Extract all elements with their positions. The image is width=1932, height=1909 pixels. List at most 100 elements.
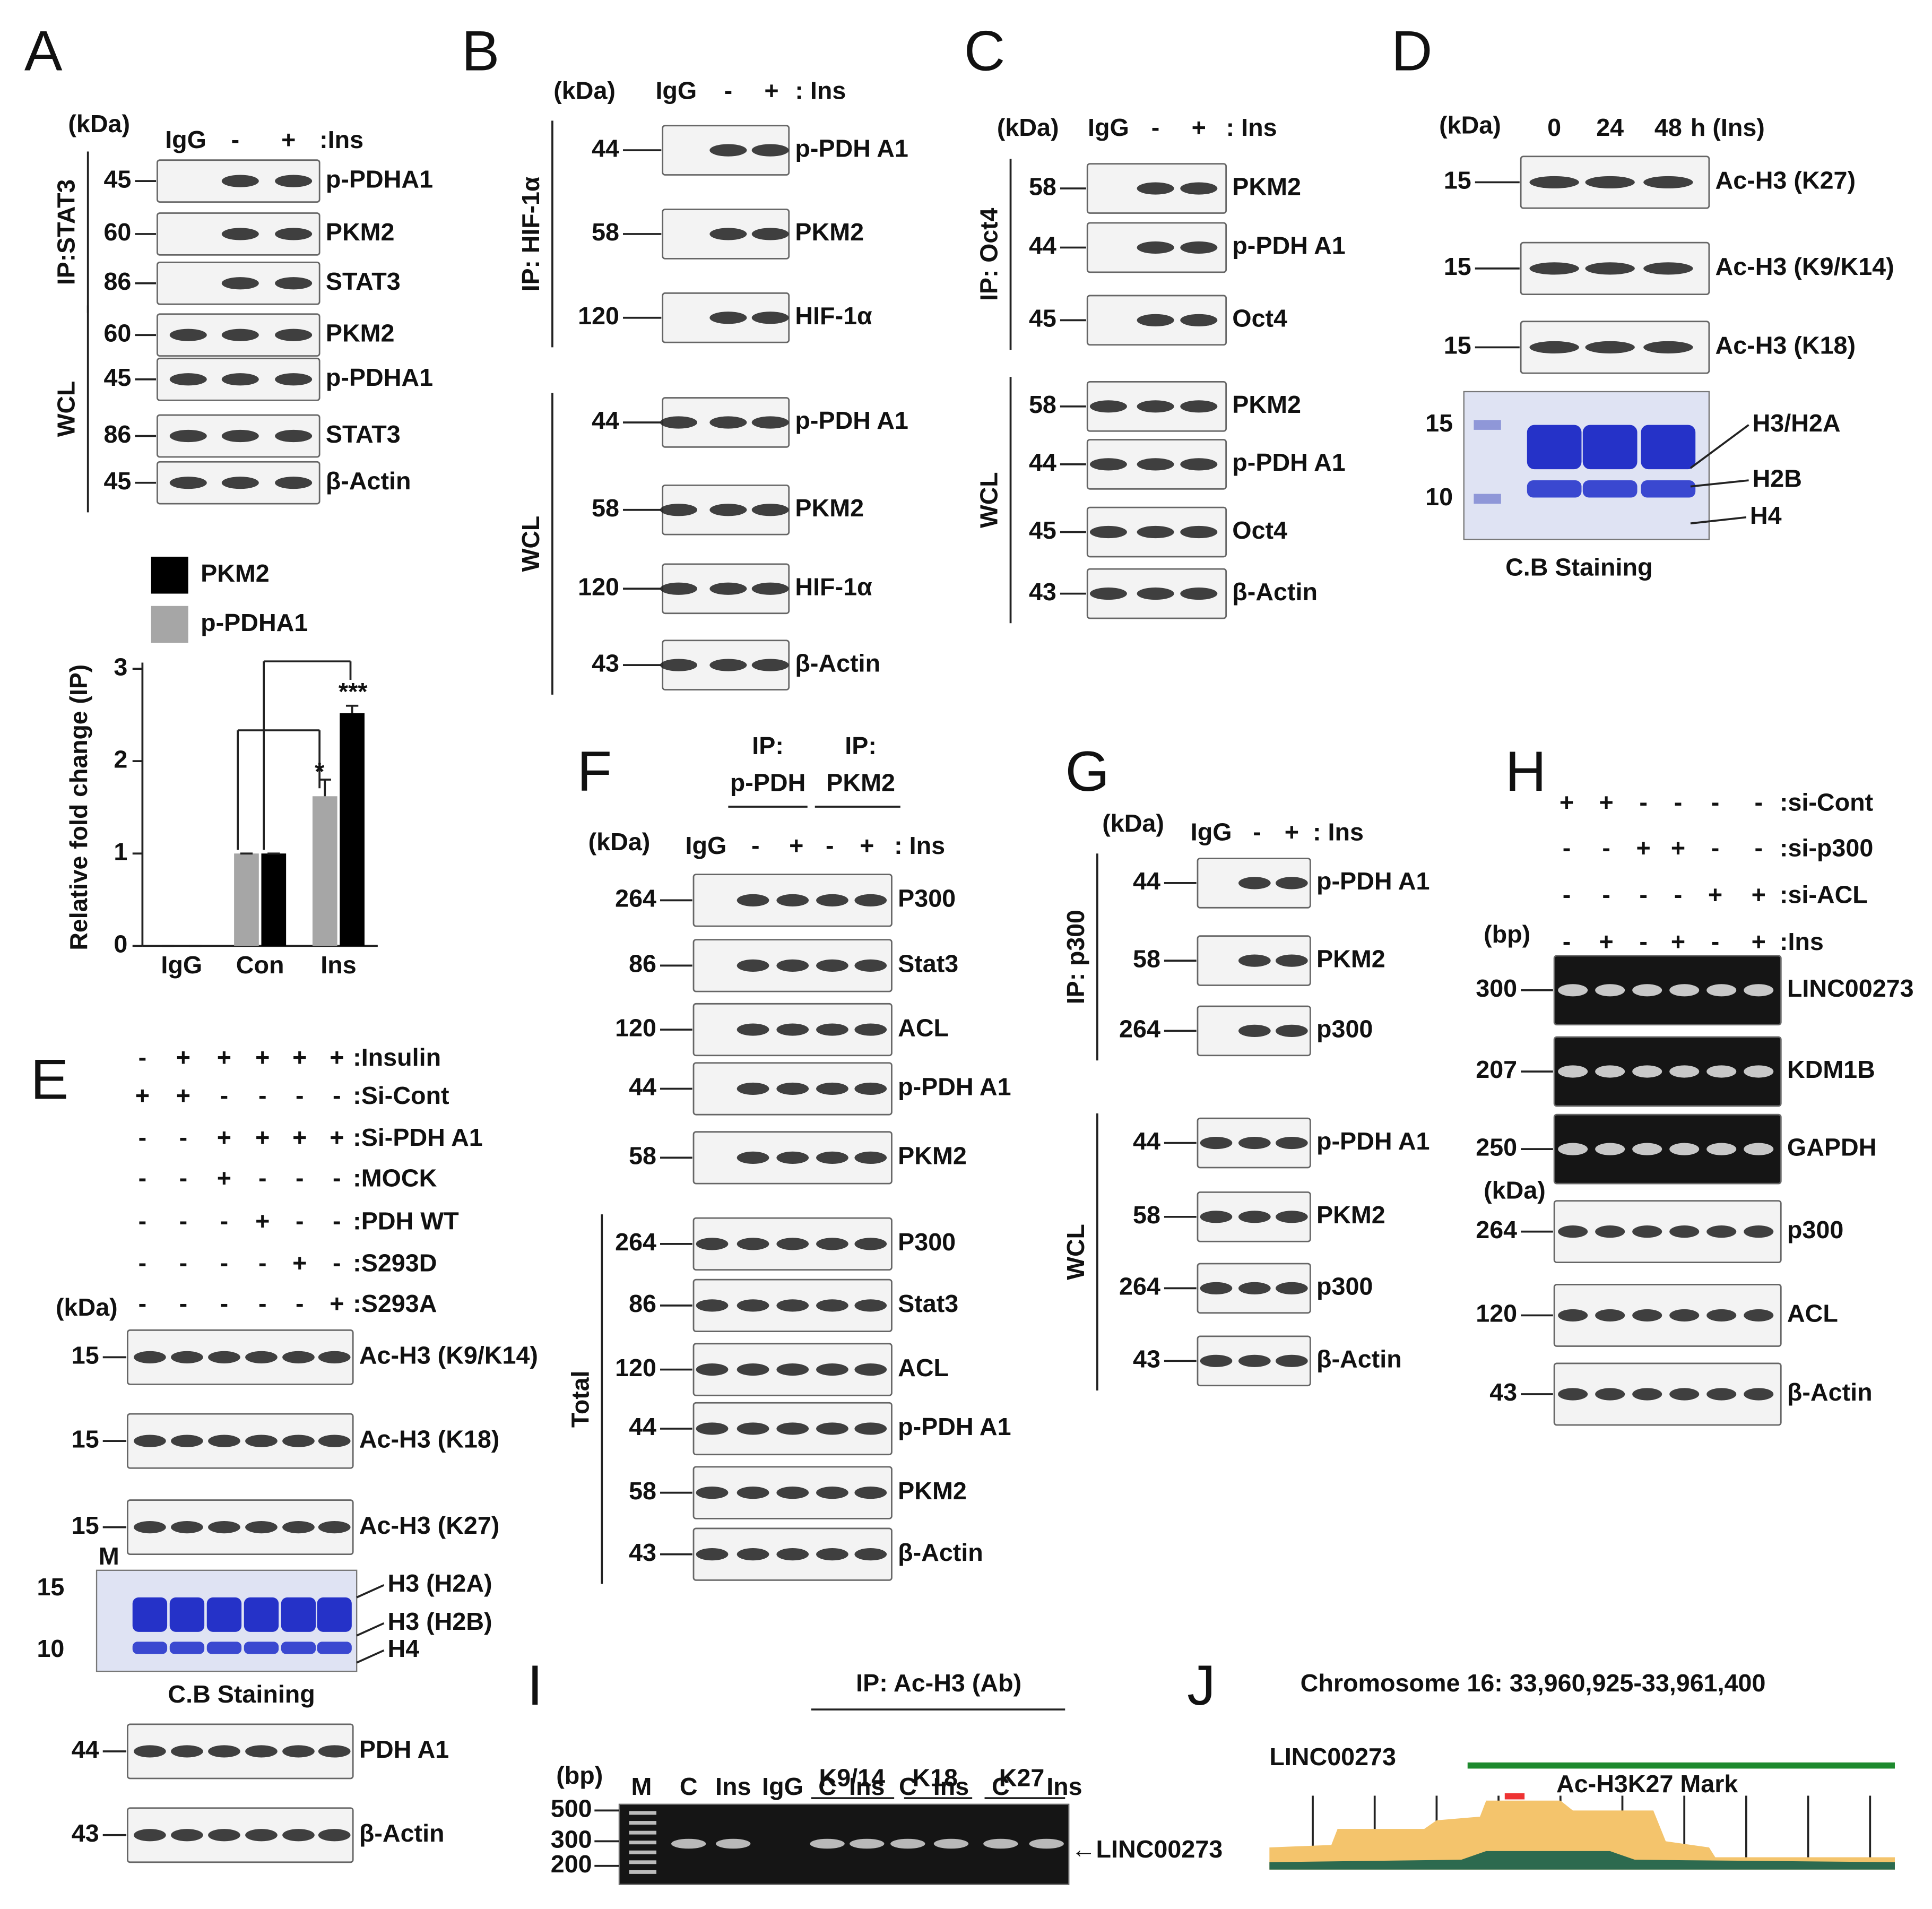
sign: - [258,1082,267,1109]
band [709,416,747,429]
protein-label: β-Actin [1316,1345,1402,1373]
band [1238,954,1271,967]
protein-label: HIF-1α [795,302,872,330]
panel-letter: D [1391,19,1433,83]
protein-label: p300 [1787,1216,1843,1243]
band [776,1363,809,1376]
band [169,329,207,341]
protein-label: Ac-H3 (K18) [1716,332,1856,359]
band [1706,1309,1737,1322]
band [854,1487,887,1499]
sign: - [1639,928,1648,955]
lane-label: + [764,76,778,104]
kda-label: 45 [1029,305,1056,332]
band [816,1363,848,1376]
y-tick-label: 2 [114,746,127,773]
band [134,1829,166,1842]
gel-band [317,1642,352,1654]
x-tick-label: Ins [320,951,356,979]
band [1137,525,1174,539]
band [282,1745,315,1758]
lane-label: - [231,126,240,153]
band [318,1745,351,1758]
protein-label: Stat3 [898,950,958,978]
ip-header: IP: [845,732,877,759]
band [1238,877,1271,889]
kda-label: 44 [592,407,619,434]
band [660,582,698,595]
band [1180,525,1218,539]
gel-band-label: H3 (H2B) [388,1608,492,1635]
sign: - [179,1249,188,1277]
kda-label: 58 [592,218,619,246]
band [134,1521,166,1534]
band [1706,1143,1737,1155]
band [1585,176,1635,189]
band [171,1351,203,1363]
band [696,1363,729,1376]
lane-label: - [751,832,760,859]
sign: - [138,1124,147,1151]
band [1180,182,1218,195]
sign: - [138,1207,147,1235]
kda-label: 60 [103,218,131,246]
band [1180,314,1218,326]
blot [1553,1362,1782,1426]
kda-label: 58 [1029,172,1056,200]
significance: * [315,758,325,785]
band [1744,1143,1774,1155]
sign: - [138,1043,147,1071]
kda-label: 120 [615,1014,656,1041]
gel-band [132,1642,168,1654]
band [208,1521,240,1534]
kda-label: 264 [615,885,656,912]
sign: - [1754,834,1763,862]
kda-label: 15 [1444,253,1471,280]
gel-band-label: H4 [1750,502,1782,529]
sign: + [255,1124,270,1151]
gel-band [1641,480,1696,498]
sign: - [1674,881,1683,909]
band [1558,1143,1588,1155]
lane-label: : Ins [1226,114,1277,141]
band [1744,1225,1774,1238]
protein-label: ACL [898,1014,949,1041]
band [1706,1388,1737,1401]
band [1137,587,1174,600]
gel-band-label: H4 [388,1635,420,1662]
legend-label: PKM2 [201,559,270,587]
band [169,477,207,489]
band [1137,458,1174,471]
lane-label: : Ins [894,832,945,859]
track [1467,1762,1895,1769]
sign: - [179,1207,188,1235]
lane-label: 0 [1547,114,1561,141]
condition-label: :si-p300 [1780,834,1873,862]
gel-band [206,1642,242,1654]
blot [1553,1036,1782,1107]
kda-header: (kDa) [997,114,1059,141]
band [1275,877,1308,889]
marker-band [1474,494,1501,504]
marker-band [1474,420,1501,430]
gel-band [1641,425,1696,470]
band [776,1082,809,1095]
kda-label: 15 [1444,332,1471,359]
sign: + [135,1082,150,1109]
band [737,1299,769,1312]
gel-band [169,1642,205,1654]
kda-label: 250 [1476,1134,1517,1161]
band [709,504,747,516]
band [275,277,313,290]
kda-header: (kDa) [68,110,130,137]
group-label: IP: p300 [1062,910,1089,1004]
band [816,1238,848,1250]
sign: + [330,1290,344,1317]
kda-label: 43 [629,1539,656,1566]
band [169,429,207,443]
gel-band [206,1597,242,1632]
panel-letter: H [1505,739,1547,803]
protein-label: p-PDHA1 [326,166,433,193]
band [1137,182,1174,195]
